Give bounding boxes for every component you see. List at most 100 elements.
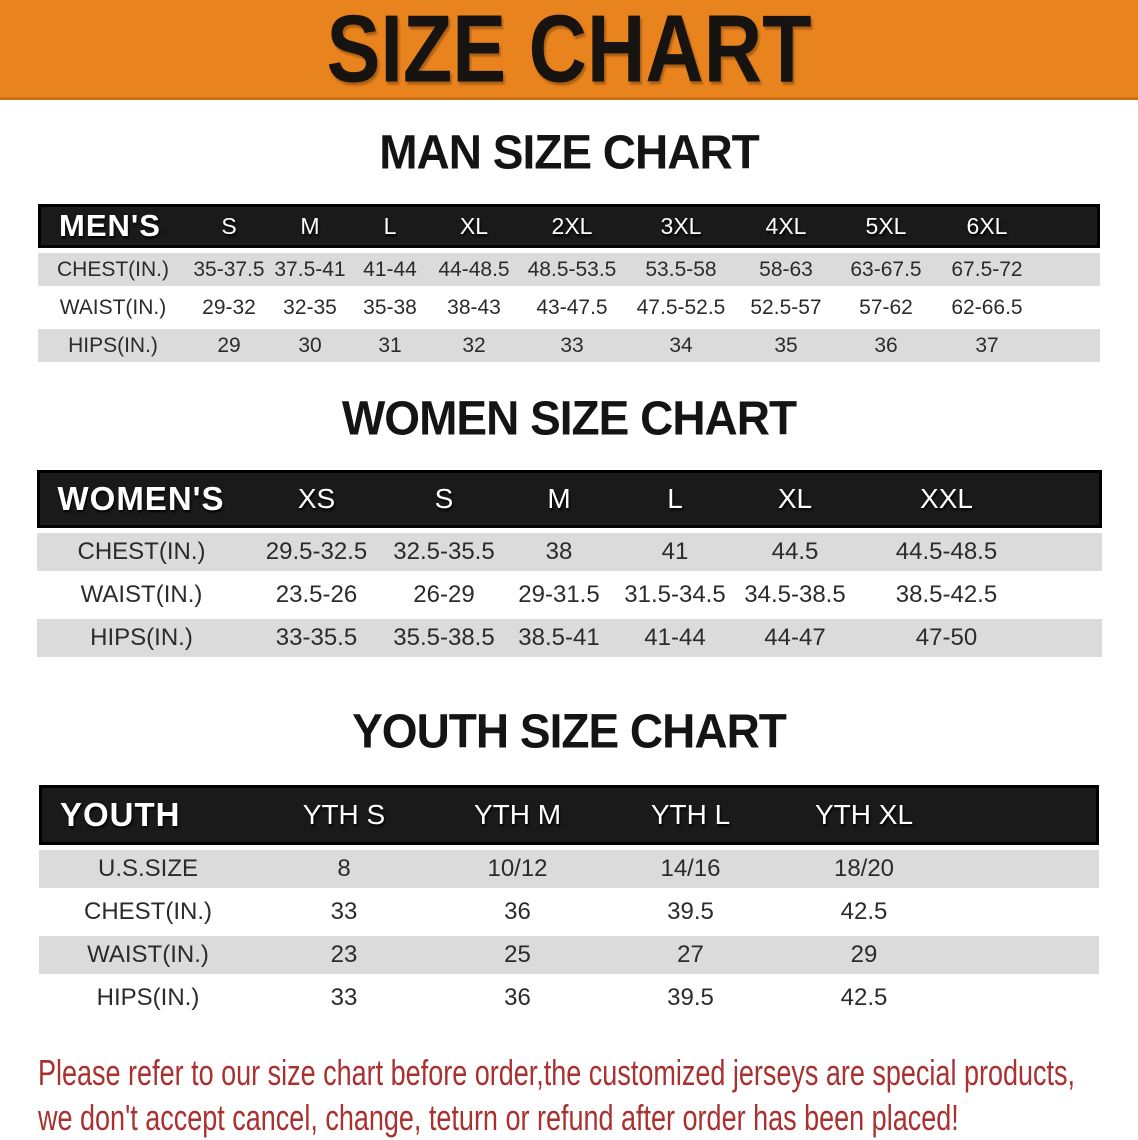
size-cell: 39.5 — [667, 898, 714, 925]
column-header: XS — [246, 470, 387, 528]
size-cell: 47-50 — [856, 619, 1037, 657]
column-header: 2XL — [518, 204, 626, 248]
size-cell: 25 — [431, 936, 604, 974]
size-cell: 26-29 — [413, 581, 475, 608]
size-cell: 38 — [501, 533, 617, 571]
size-cell: 33 — [518, 329, 626, 362]
size-cell: 37.5-41 — [270, 253, 350, 286]
table-row: WAIST(IN.) 23 25 27 29 — [39, 936, 1099, 974]
size-cell: 39.5 — [667, 984, 714, 1011]
column-header: M — [270, 204, 350, 248]
size-cell: 67.5-72 — [936, 253, 1038, 286]
column-header: L — [350, 204, 430, 248]
column-header: S — [188, 204, 270, 248]
column-header: 3XL — [626, 204, 736, 248]
size-cell: 42.5 — [840, 898, 888, 925]
size-cell: 14/16 — [604, 850, 777, 888]
size-cell: 27 — [604, 936, 777, 974]
banner-title: SIZE CHART — [326, 0, 812, 102]
row-label: WAIST(IN.) — [80, 581, 203, 608]
men-size-table-slot: MEN'S S M L XL 2XL 3XL 4XL 5XL 6XL CHEST(IN.) 35-37… — [0, 199, 1138, 367]
women-size-table-slot: WOMEN'S XS S M L XL XXL CHEST(IN.) 29.5-32.5 32.5… — [0, 465, 1138, 662]
size-cell: 41-44 — [350, 253, 430, 286]
size-cell: 41 — [616, 533, 734, 571]
size-table-youth: YOUTH YTH S YTH M YTH L YTH XL U.S.SIZE 8 10/12… — [39, 780, 1099, 1022]
row-spacer — [1037, 576, 1102, 614]
size-cell: 42.5 — [840, 984, 888, 1011]
table-row: CHEST(IN.) 35-37.5 37.5-41 41-44 44-48.5 48.5… — [38, 253, 1100, 286]
size-cell: 38.5-42.5 — [895, 581, 998, 608]
youth-size-section: YOUTH SIZE CHART YOUTH YTH S YTH M YTH L YTH… — [0, 704, 1138, 1022]
size-cell: 36 — [504, 984, 531, 1011]
size-cell: 18/20 — [777, 850, 951, 888]
size-cell: 37 — [936, 329, 1038, 362]
table-row: U.S.SIZE 8 10/12 14/16 18/20 — [39, 850, 1099, 888]
column-header: YTH XL — [777, 785, 951, 845]
row-spacer — [951, 936, 1099, 974]
row-label: U.S.SIZE — [39, 850, 257, 888]
row-label: WAIST(IN.) — [59, 295, 167, 319]
size-cell: 35 — [736, 329, 836, 362]
row-spacer — [951, 893, 1099, 931]
size-table-men: MEN'S S M L XL 2XL 3XL 4XL 5XL 6XL CHEST(IN.) 35-37… — [38, 199, 1100, 367]
size-cell: 35-38 — [363, 295, 417, 319]
row-spacer — [1038, 253, 1100, 286]
column-header: L — [616, 470, 734, 528]
men-size-section: MAN SIZE CHART MEN'S S M L XL 2XL 3XL 4XL 5XL 6XL… — [0, 125, 1138, 367]
youth-size-table-slot: YOUTH YTH S YTH M YTH L YTH XL U.S.SIZE 8 10/12… — [0, 780, 1138, 1022]
row-label: HIPS(IN.) — [36, 619, 247, 657]
size-cell: 44-48.5 — [430, 253, 518, 286]
column-header: 4XL — [736, 204, 836, 248]
column-header: YTH L — [604, 785, 777, 845]
size-cell: 35-37.5 — [188, 253, 270, 286]
size-cell: 32 — [430, 329, 518, 362]
size-chart-sections: MAN SIZE CHART MEN'S S M L XL 2XL 3XL 4XL 5XL 6XL… — [0, 125, 1138, 1022]
column-header: S — [386, 470, 502, 528]
table-row: WAIST(IN.) 29-32 32-35 35-38 38-43 43-47.5 47.… — [38, 291, 1100, 324]
size-cell: 31.5-34.5 — [624, 581, 726, 608]
column-header: 5XL — [836, 204, 936, 248]
size-cell: 33-35.5 — [246, 619, 387, 657]
table-header-row: MEN'S S M L XL 2XL 3XL 4XL 5XL 6XL — [38, 204, 1100, 248]
size-cell: 44.5 — [733, 533, 857, 571]
size-cell: 32.5-35.5 — [386, 533, 502, 571]
size-cell: 29 — [188, 329, 270, 362]
size-cell: 29-31.5 — [518, 581, 600, 608]
size-cell: 34 — [626, 329, 736, 362]
row-spacer — [951, 979, 1099, 1017]
youth-section-heading: YOUTH SIZE CHART — [352, 703, 787, 759]
table-title-cell: YOUTH — [39, 785, 257, 845]
size-cell: 44-47 — [733, 619, 857, 657]
column-header: YTH S — [257, 785, 431, 845]
table-row: CHEST(IN.) 29.5-32.5 32.5-35.5 38 41 44.5 44.5… — [36, 533, 1102, 571]
size-cell: 23.5-26 — [275, 581, 358, 608]
size-cell: 36 — [836, 329, 936, 362]
row-label: WAIST(IN.) — [39, 936, 257, 974]
size-cell: 62-66.5 — [951, 295, 1023, 319]
row-label: HIPS(IN.) — [38, 329, 188, 362]
column-header: XL — [733, 470, 857, 528]
size-cell: 43-47.5 — [536, 295, 608, 319]
size-cell: 52.5-57 — [750, 295, 822, 319]
table-row: WAIST(IN.) 23.5-26 26-29 29-31.5 31.5-34.5 34… — [37, 576, 1102, 614]
size-chart-banner: SIZE CHART — [0, 0, 1138, 102]
size-cell: 29 — [777, 936, 951, 974]
size-cell: 29-32 — [202, 295, 256, 319]
size-cell: 63-67.5 — [836, 253, 936, 286]
size-cell: 10/12 — [431, 850, 604, 888]
table-title-cell: MEN'S — [38, 204, 188, 248]
column-header: YTH M — [431, 785, 604, 845]
size-cell: 33 — [330, 984, 358, 1011]
table-title-cell: WOMEN'S — [36, 470, 247, 528]
column-header: M — [501, 470, 617, 528]
size-cell: 44.5-48.5 — [856, 533, 1037, 571]
size-cell: 38-43 — [447, 295, 501, 319]
size-cell: 36 — [504, 898, 531, 925]
size-cell: 23 — [257, 936, 431, 974]
row-spacer — [1038, 291, 1100, 324]
header-spacer — [1036, 470, 1102, 528]
size-cell: 41-44 — [616, 619, 734, 657]
row-spacer — [1038, 329, 1100, 362]
size-cell: 31 — [350, 329, 430, 362]
